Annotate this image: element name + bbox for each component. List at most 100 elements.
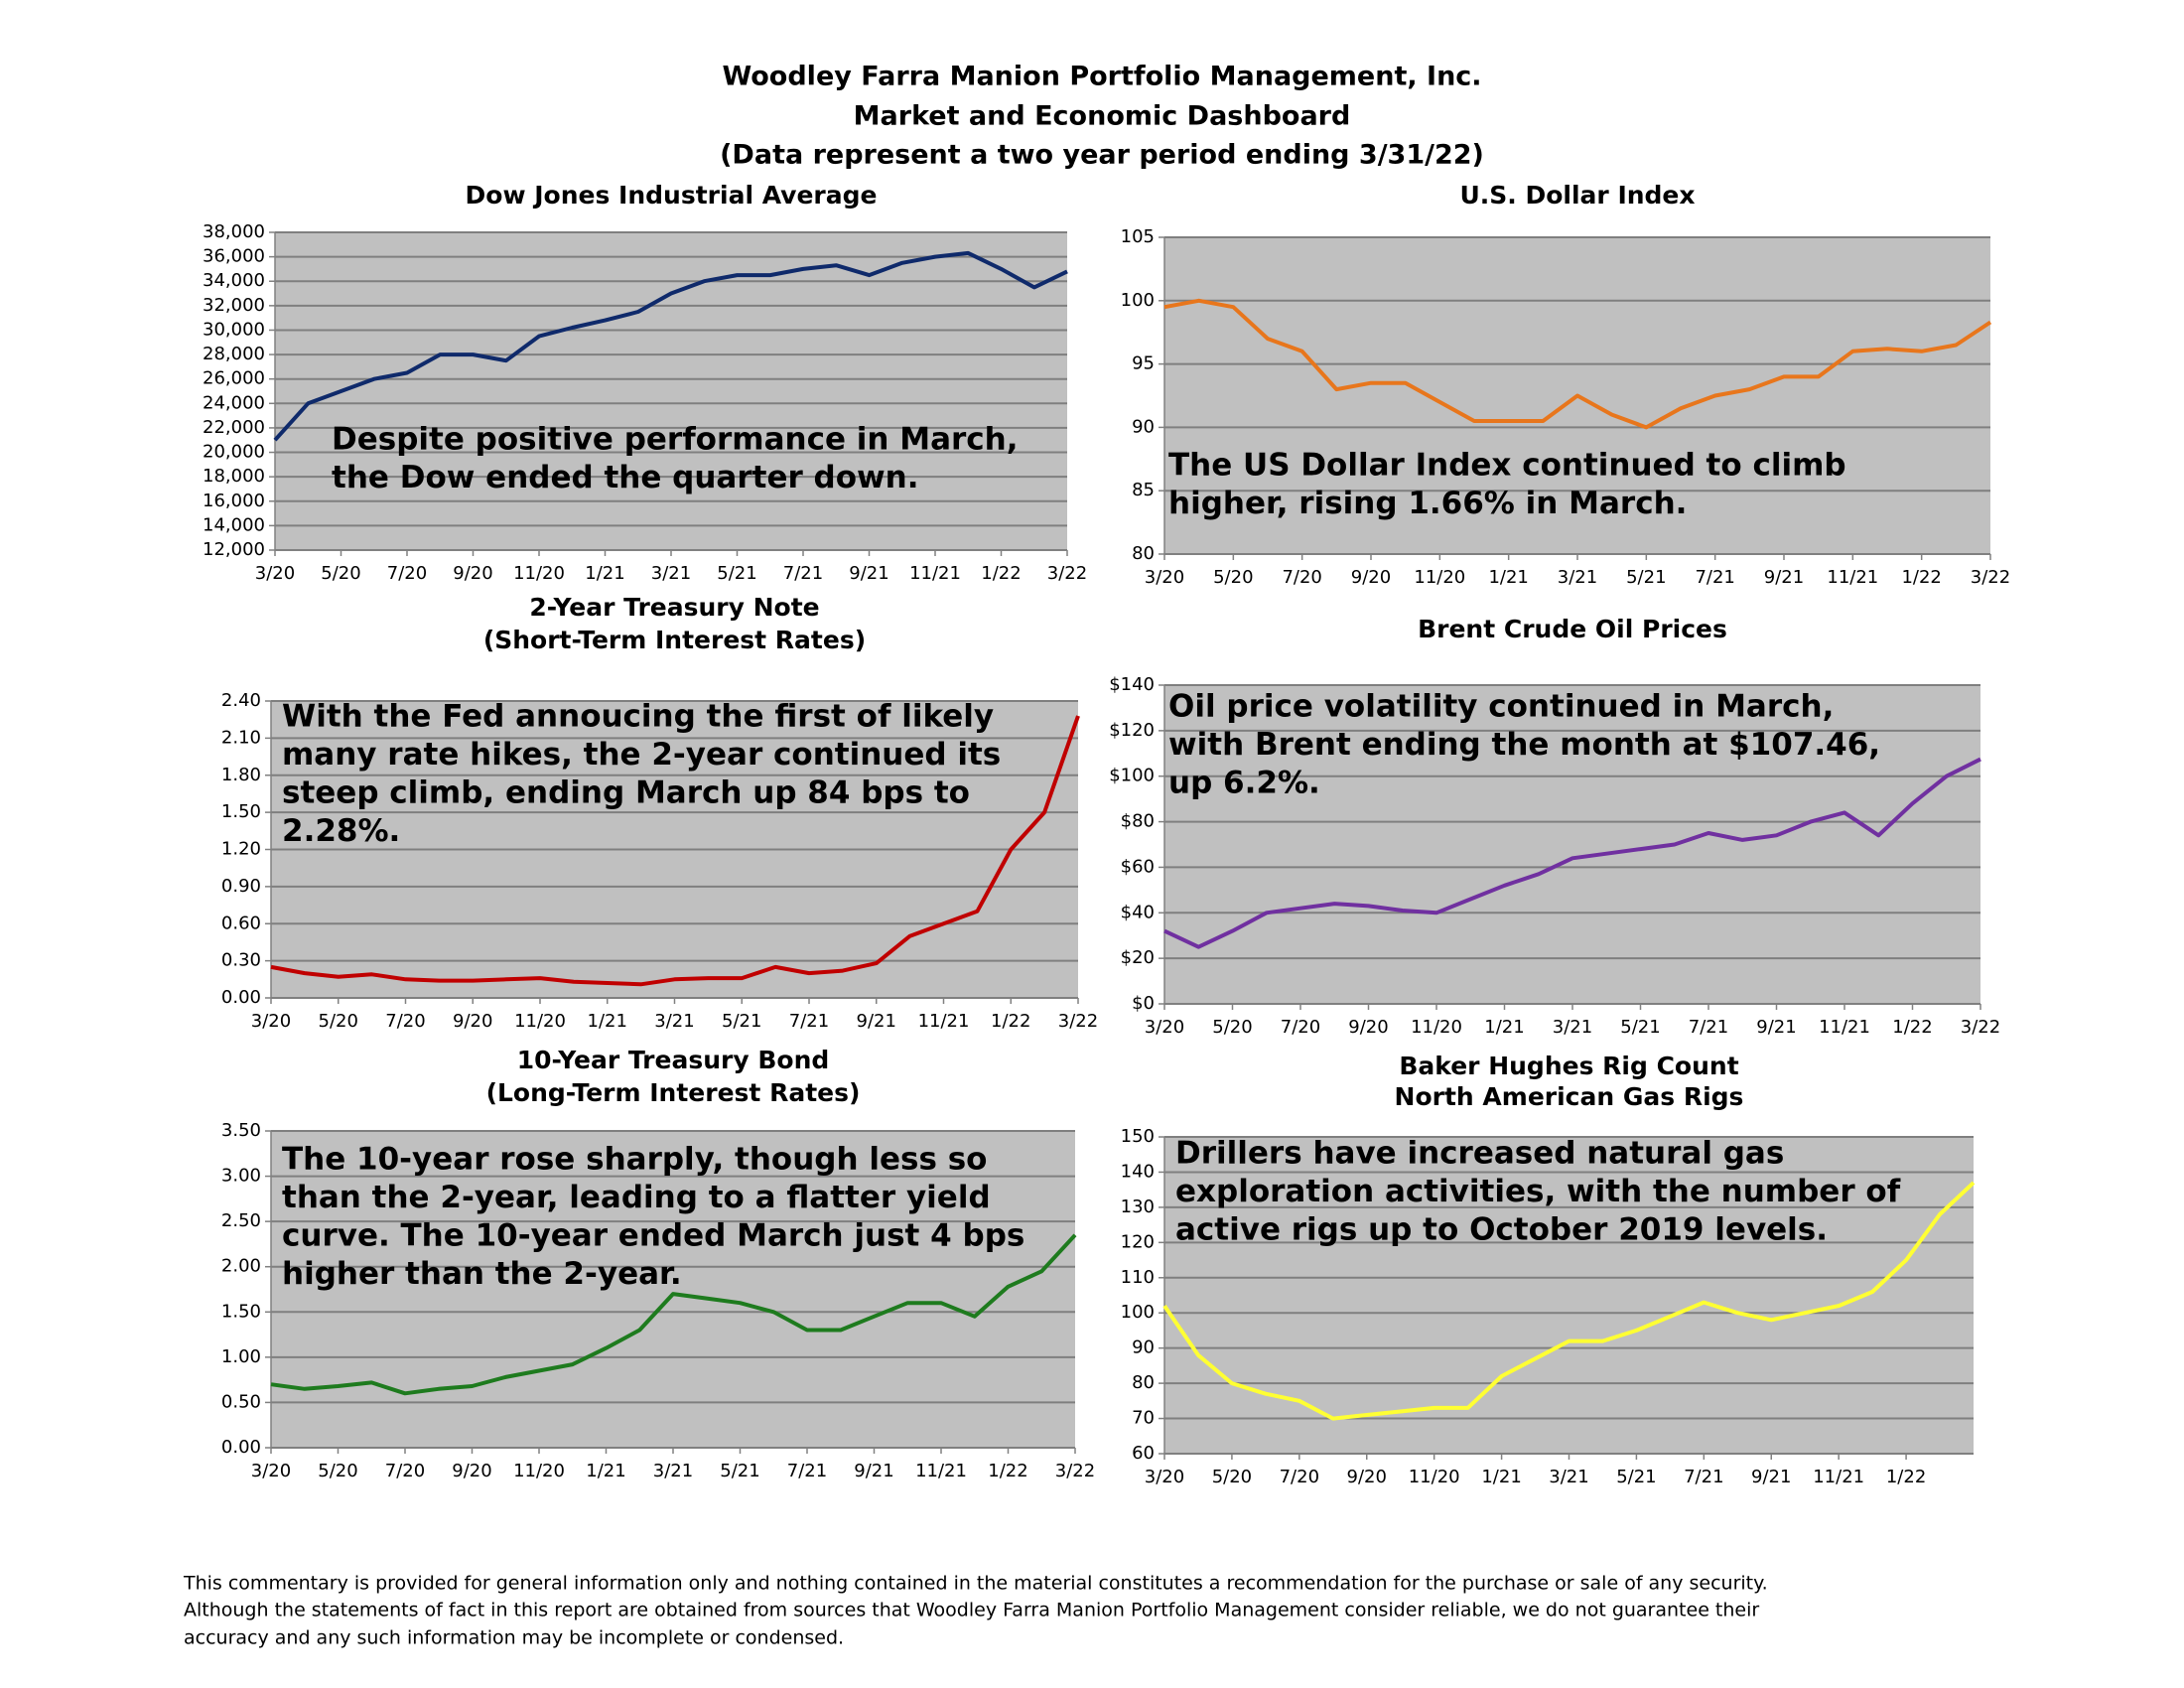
x-tick-label: 7/21	[1689, 1017, 1728, 1038]
y-tick-label: 1.00	[221, 1346, 261, 1367]
y-tick-label: 1.50	[221, 1301, 261, 1322]
x-tick-label: 5/20	[1212, 1467, 1252, 1487]
y-tick-label: 34,000	[203, 270, 265, 291]
y-tick-label: $140	[1109, 674, 1155, 695]
x-tick-label: 3/22	[1047, 563, 1087, 584]
plot-area	[1164, 685, 1980, 1004]
data-line	[270, 715, 1080, 987]
x-tick-label: 1/21	[1484, 1017, 1524, 1038]
x-tick-label: 3/20	[1145, 567, 1184, 588]
x-tick-label: 3/22	[1961, 1017, 2000, 1038]
y-tick-label: $100	[1109, 766, 1155, 786]
y-tick-label: 30,000	[203, 319, 265, 340]
x-tick-label: 9/20	[1347, 1467, 1387, 1487]
y-tick-label: 12,000	[203, 539, 265, 560]
x-tick-label: 11/20	[1409, 1467, 1460, 1487]
y-tick-label: 100	[1121, 1302, 1155, 1323]
x-tick-label: 3/22	[1058, 1011, 1098, 1032]
x-tick-label: 7/21	[787, 1461, 827, 1481]
x-tick-label: 9/21	[854, 1461, 893, 1481]
x-tick-label: 11/21	[1827, 567, 1878, 588]
x-tick-label: 7/20	[387, 563, 427, 584]
x-tick-label: 9/21	[1764, 567, 1804, 588]
footer-line: Although the statements of fact in this …	[184, 1600, 1759, 1621]
x-tick-label: 11/20	[514, 1011, 566, 1032]
x-tick-label: 3/21	[1558, 567, 1597, 588]
x-tick-label: 5/20	[318, 1461, 357, 1481]
y-tick-label: 100	[1121, 290, 1155, 311]
annotation-line: Oil price volatility continued in March,	[1168, 689, 1834, 725]
y-tick-label: 0.60	[221, 913, 261, 933]
x-tick-label: 9/21	[1751, 1467, 1791, 1487]
y-tick-label: $40	[1121, 902, 1155, 922]
chart-subtitle: North American Gas Rigs	[1395, 1082, 1744, 1111]
y-tick-label: 38,000	[203, 221, 265, 242]
y-tick-label: 0.90	[221, 876, 261, 897]
y-tick-label: 1.80	[221, 765, 261, 785]
x-tick-label: 7/21	[1695, 567, 1734, 588]
y-tick-label: 20,000	[203, 442, 265, 463]
x-tick-label: 7/20	[385, 1461, 425, 1481]
data-line	[273, 250, 1068, 442]
annotation-line: exploration activities, with the number …	[1175, 1174, 1901, 1209]
annotation-line: the Dow ended the quarter down.	[332, 460, 919, 495]
y-tick-label: $20	[1121, 947, 1155, 968]
x-tick-label: 5/21	[1616, 1467, 1656, 1487]
chart-title: Dow Jones Industrial Average	[466, 181, 878, 210]
y-tick-label: 70	[1132, 1408, 1155, 1429]
x-tick-label: 5/20	[1212, 1017, 1252, 1038]
x-tick-label: 9/21	[1756, 1017, 1796, 1038]
y-tick-label: 120	[1121, 1231, 1155, 1252]
x-tick-label: 3/21	[654, 1011, 694, 1032]
header-line: (Data represent a two year period ending…	[720, 140, 1484, 171]
x-tick-label: 5/21	[1620, 1017, 1660, 1038]
header-line: Market and Economic Dashboard	[854, 101, 1351, 132]
x-tick-label: 3/20	[251, 1011, 291, 1032]
y-tick-label: 150	[1121, 1126, 1155, 1147]
y-tick-label: 2.50	[221, 1210, 261, 1231]
chart-title: Baker Hughes Rig Count	[1399, 1052, 1738, 1080]
x-tick-label: 5/21	[717, 563, 756, 584]
x-tick-label: 7/21	[783, 563, 823, 584]
x-tick-label: 3/20	[255, 563, 295, 584]
data-line	[1162, 1181, 1976, 1421]
x-tick-label: 1/21	[586, 1461, 625, 1481]
plot-area	[275, 232, 1067, 550]
y-tick-label: 14,000	[203, 514, 265, 535]
chart-subtitle: (Short-Term Interest Rates)	[483, 626, 866, 654]
y-tick-label: 2.10	[221, 727, 261, 748]
x-tick-label: 11/21	[909, 563, 961, 584]
y-tick-label: 0.00	[221, 987, 261, 1008]
x-tick-label: 9/20	[453, 1011, 492, 1032]
y-tick-label: 80	[1132, 543, 1155, 564]
annotation-line: curve. The 10-year ended March just 4 bp…	[282, 1218, 1024, 1254]
y-tick-label: 24,000	[203, 392, 265, 413]
y-tick-label: $120	[1109, 720, 1155, 741]
x-tick-label: 1/21	[1481, 1467, 1521, 1487]
y-tick-label: 16,000	[203, 491, 265, 511]
y-tick-label: 90	[1132, 416, 1155, 437]
annotation-line: active rigs up to October 2019 levels.	[1175, 1212, 1828, 1248]
y-tick-label: 22,000	[203, 417, 265, 438]
x-tick-label: 5/21	[1626, 567, 1666, 588]
x-tick-label: 5/20	[321, 563, 360, 584]
annotation-line: The 10-year rose sharply, though less so	[282, 1142, 987, 1178]
y-tick-label: 32,000	[203, 295, 265, 316]
y-tick-label: 36,000	[203, 246, 265, 267]
x-tick-label: 3/21	[1549, 1467, 1588, 1487]
x-tick-label: 9/20	[452, 1461, 491, 1481]
x-tick-label: 5/20	[319, 1011, 358, 1032]
x-tick-label: 9/20	[1348, 1017, 1388, 1038]
x-tick-label: 1/22	[988, 1461, 1027, 1481]
x-tick-label: 1/21	[1488, 567, 1528, 588]
x-tick-label: 1/22	[1886, 1467, 1926, 1487]
y-tick-label: 0.50	[221, 1391, 261, 1412]
annotation-line: many rate hikes, the 2-year continued it…	[282, 737, 1001, 773]
y-tick-label: 3.50	[221, 1120, 261, 1141]
x-tick-label: 1/22	[981, 563, 1021, 584]
x-tick-label: 9/20	[1351, 567, 1391, 588]
x-tick-label: 3/20	[1145, 1467, 1184, 1487]
y-tick-label: $60	[1121, 856, 1155, 877]
y-tick-label: 26,000	[203, 368, 265, 389]
